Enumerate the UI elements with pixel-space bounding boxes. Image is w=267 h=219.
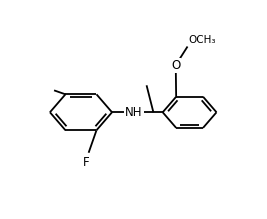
Text: OCH₃: OCH₃	[189, 35, 216, 45]
Text: F: F	[83, 155, 89, 169]
Text: O: O	[171, 58, 180, 72]
Text: NH: NH	[125, 106, 143, 119]
